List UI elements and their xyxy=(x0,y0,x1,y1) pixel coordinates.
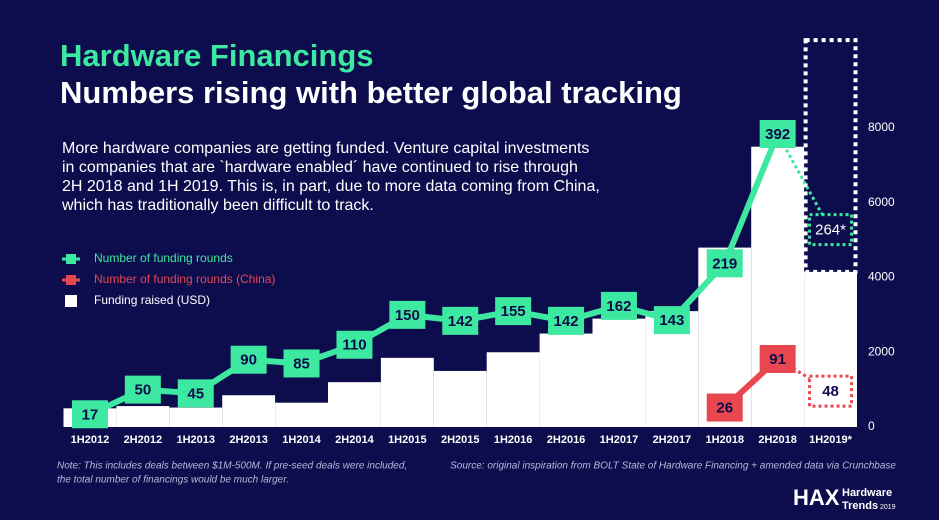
point-label-box xyxy=(177,379,214,408)
bar xyxy=(486,352,540,427)
point-label: 150 xyxy=(395,307,420,324)
x-tick-label: 1H2018 xyxy=(705,434,744,446)
point-label-box xyxy=(230,345,267,374)
point-label-box xyxy=(600,291,637,320)
projected-label: 48 xyxy=(822,383,839,400)
x-tick-label: 1H2014 xyxy=(282,434,321,446)
point-label: 17 xyxy=(82,406,99,423)
x-tick-label: 1H2019* xyxy=(809,434,853,446)
description: 2H 2018 and 1H 2019. This is, in part, d… xyxy=(62,178,600,195)
projected-label-box xyxy=(808,213,854,247)
logo-year: 2019 xyxy=(880,504,896,511)
bar xyxy=(539,333,593,427)
legend-swatch xyxy=(66,275,76,285)
projected-bar xyxy=(803,38,858,274)
y2-tick-label: 4000 xyxy=(868,270,895,284)
point-label: 50 xyxy=(135,382,152,399)
point-label-box xyxy=(759,119,796,148)
point-label-box xyxy=(442,306,479,335)
point-label: 45 xyxy=(187,385,204,402)
point-label: 91 xyxy=(769,351,786,368)
x-tick-label: 2H2016 xyxy=(547,434,586,446)
bar xyxy=(328,382,381,427)
point-label-box xyxy=(706,393,743,422)
description: More hardware companies are getting fund… xyxy=(62,140,589,157)
y2-tick-label: 0 xyxy=(868,419,875,433)
logo-text: Hardware xyxy=(842,487,892,499)
point-label-box xyxy=(495,297,532,326)
legend-label: Number of funding rounds xyxy=(94,251,233,265)
bar xyxy=(380,357,434,427)
point-label: 219 xyxy=(712,255,737,272)
legend-label: Funding raised (USD) xyxy=(94,293,210,307)
x-tick-label: 2H2018 xyxy=(758,434,797,446)
source: Source: original inspiration from BOLT S… xyxy=(450,461,896,472)
point-label-box xyxy=(389,300,426,329)
x-tick-label: 1H2013 xyxy=(176,434,215,446)
point-label: 142 xyxy=(448,313,473,330)
legend-swatch xyxy=(65,295,77,307)
projected-label: 264* xyxy=(815,222,846,239)
x-tick-label: 1H2012 xyxy=(71,434,110,446)
point-label: 26 xyxy=(716,400,733,417)
x-tick-label: 2H2013 xyxy=(229,434,268,446)
point-label-box xyxy=(548,306,585,335)
description: which has traditionally been difficult t… xyxy=(61,197,374,214)
note: Note: This includes deals between $1M-50… xyxy=(57,461,407,472)
point-label: 90 xyxy=(240,352,257,369)
legend-swatch xyxy=(66,254,76,264)
description: in companies that are `hardware enabled´… xyxy=(62,159,578,176)
bar xyxy=(433,370,487,427)
point-label: 110 xyxy=(342,337,366,354)
point-label: 155 xyxy=(501,303,526,320)
point-label: 142 xyxy=(554,313,579,330)
chart-title: Hardware Financings xyxy=(60,38,374,73)
x-tick-label: 1H2015 xyxy=(388,434,427,446)
x-tick-label: 1H2016 xyxy=(494,434,533,446)
logo-mark: HAX xyxy=(793,485,840,510)
point-label-box xyxy=(124,375,161,404)
point-label-box xyxy=(283,349,320,378)
x-tick-label: 2H2014 xyxy=(335,434,374,446)
legend-label: Number of funding rounds (China) xyxy=(94,272,275,286)
y2-tick-label: 2000 xyxy=(868,344,895,358)
bar xyxy=(592,318,646,427)
bar xyxy=(116,406,170,427)
projected-line xyxy=(776,357,832,393)
chart-subtitle: Numbers rising with better global tracki… xyxy=(60,75,682,110)
x-tick-label: 2H2017 xyxy=(653,434,692,446)
point-label: 85 xyxy=(293,355,310,372)
bar xyxy=(275,402,328,427)
point-label-box xyxy=(706,249,743,278)
x-tick-label: 1H2017 xyxy=(600,434,639,446)
point-label-box xyxy=(653,306,690,335)
x-tick-label: 2H2012 xyxy=(124,434,163,446)
bar xyxy=(169,407,223,427)
projected-label-box xyxy=(808,374,854,408)
bar xyxy=(751,146,805,427)
y2-tick-label: 8000 xyxy=(868,120,895,134)
note: the total number of financings would be … xyxy=(57,475,289,486)
logo-text: Trends xyxy=(842,500,878,512)
bar xyxy=(222,395,276,427)
y2-tick-label: 6000 xyxy=(868,195,895,209)
point-label: 162 xyxy=(606,298,631,315)
point-label-box xyxy=(759,344,796,373)
x-tick-label: 2H2015 xyxy=(441,434,480,446)
point-label-box xyxy=(336,330,373,359)
point-label: 143 xyxy=(659,312,684,329)
point-label: 392 xyxy=(765,126,790,143)
point-label-box xyxy=(71,400,108,429)
